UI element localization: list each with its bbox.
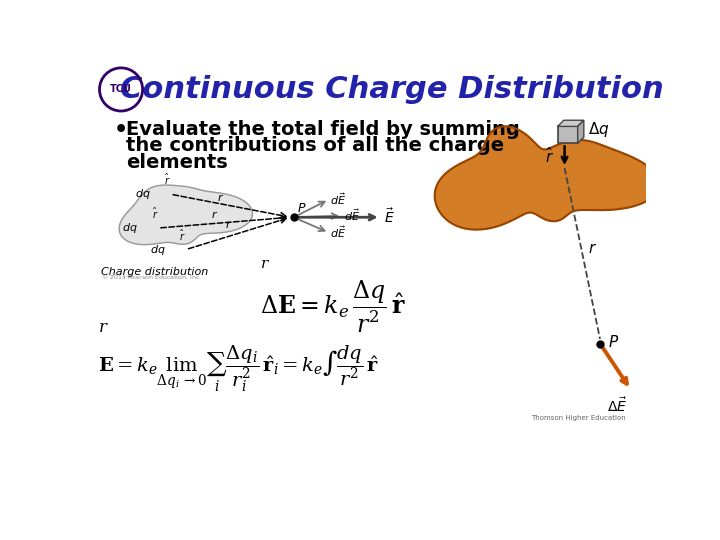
Text: elements: elements bbox=[126, 153, 228, 172]
Text: $\Delta q$: $\Delta q$ bbox=[588, 120, 609, 139]
Text: Charge distribution: Charge distribution bbox=[101, 267, 208, 276]
Text: $r$: $r$ bbox=[98, 318, 109, 336]
Text: Thomson Higher Education: Thomson Higher Education bbox=[531, 415, 626, 421]
Polygon shape bbox=[558, 120, 584, 126]
Text: $\vec{E}$: $\vec{E}$ bbox=[384, 207, 395, 226]
Text: •: • bbox=[113, 120, 127, 140]
Text: $P$: $P$ bbox=[297, 202, 306, 215]
Text: $r$: $r$ bbox=[225, 219, 232, 231]
Text: $d\vec{E}$: $d\vec{E}$ bbox=[330, 191, 346, 207]
Text: $\hat{r}$: $\hat{r}$ bbox=[152, 206, 158, 221]
Text: $r$: $r$ bbox=[260, 256, 270, 271]
Text: $\hat{r}$: $\hat{r}$ bbox=[164, 172, 171, 187]
Text: $\hat{r}$: $\hat{r}$ bbox=[545, 146, 554, 166]
Text: $\Delta\vec{E}$: $\Delta\vec{E}$ bbox=[607, 396, 627, 415]
Text: $r$: $r$ bbox=[211, 208, 218, 220]
Text: $r$: $r$ bbox=[217, 192, 224, 202]
Text: the contributions of all the charge: the contributions of all the charge bbox=[126, 137, 504, 156]
Polygon shape bbox=[577, 120, 584, 143]
Text: Evaluate the total field by summing: Evaluate the total field by summing bbox=[126, 120, 519, 139]
Text: $r$: $r$ bbox=[588, 240, 598, 255]
Text: $\copyright$ 2014 Pearson Education, Inc.$\ $: $\copyright$ 2014 Pearson Education, Inc… bbox=[101, 273, 202, 281]
Text: $d\vec{E}$: $d\vec{E}$ bbox=[343, 207, 360, 223]
Text: $dq$: $dq$ bbox=[122, 221, 138, 235]
Text: TCU: TCU bbox=[110, 84, 132, 94]
Text: $\hat{r}$: $\hat{r}$ bbox=[179, 227, 186, 242]
Text: $dq$: $dq$ bbox=[150, 242, 166, 256]
Text: $dq$: $dq$ bbox=[135, 187, 150, 201]
Bar bbox=[558, 126, 577, 143]
Text: Continuous Charge Distribution: Continuous Charge Distribution bbox=[120, 75, 664, 104]
Text: $\mathbf{E} = k_e \lim_{\Delta q_i \to 0} \sum_i \dfrac{\Delta q_i}{r_i^2}\,\hat: $\mathbf{E} = k_e \lim_{\Delta q_i \to 0… bbox=[98, 343, 379, 394]
Polygon shape bbox=[435, 126, 659, 230]
Text: $P$: $P$ bbox=[608, 334, 619, 350]
Text: $d\vec{E}$: $d\vec{E}$ bbox=[330, 224, 346, 240]
Polygon shape bbox=[120, 185, 253, 245]
Text: $\Delta\mathbf{E} = k_e\,\dfrac{\Delta q}{r^2}\,\hat{\mathbf{r}}$: $\Delta\mathbf{E} = k_e\,\dfrac{\Delta q… bbox=[260, 279, 405, 335]
